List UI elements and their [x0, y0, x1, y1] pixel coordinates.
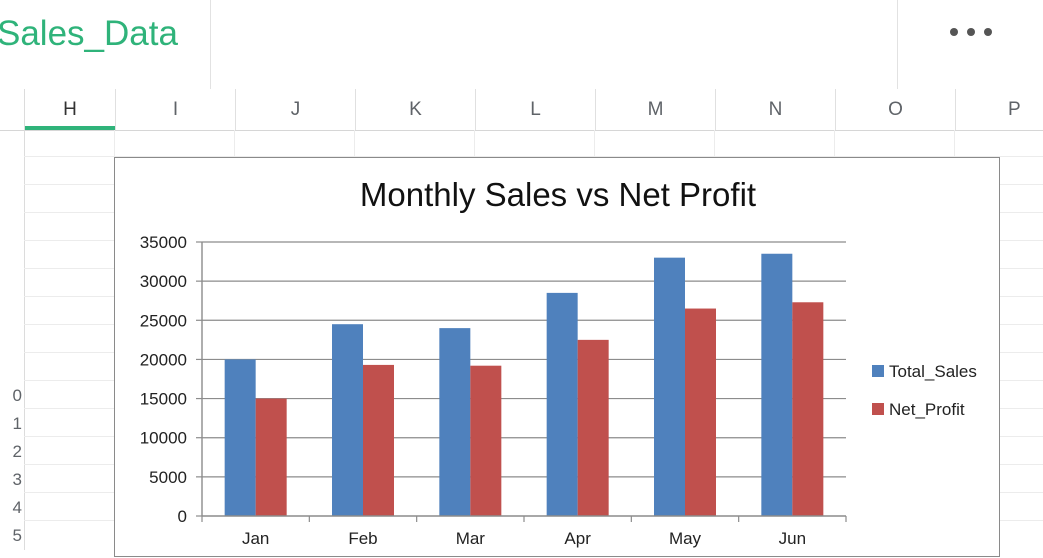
column-header-i[interactable]: I: [115, 89, 235, 130]
y-tick-label: 25000: [140, 311, 187, 330]
bar-net-profit: [792, 302, 824, 516]
embedded-chart[interactable]: Monthly Sales vs Net Profit 35000 30000 25…: [114, 157, 1000, 557]
bar-total-sales: [224, 359, 256, 516]
bar-total-sales: [439, 328, 471, 516]
column-header-n[interactable]: N: [715, 89, 835, 130]
column-header-m[interactable]: M: [595, 89, 715, 130]
header-divider: [897, 0, 898, 89]
legend-label: Total_Sales: [889, 362, 977, 381]
y-tick-label: 35000: [140, 233, 187, 252]
bar-total-sales: [761, 253, 793, 516]
chart-gridlines: [196, 241, 846, 517]
x-tick-label: Jun: [779, 529, 806, 548]
sheet-header-bar: Sales_Data: [0, 0, 1043, 90]
bar-total-sales: [332, 324, 363, 516]
x-tick-label: Mar: [456, 529, 486, 548]
chart-legend: Total_Sales Net_Profit: [872, 362, 977, 419]
bar-net-profit: [363, 364, 394, 516]
more-options-button[interactable]: [936, 18, 1006, 46]
column-header-l[interactable]: L: [475, 89, 595, 130]
bar-net-profit: [577, 339, 609, 516]
x-tick-label: Jan: [242, 529, 269, 548]
chart-title: Monthly Sales vs Net Profit: [360, 176, 756, 213]
header-divider: [210, 0, 211, 89]
row-number[interactable]: 3: [12, 470, 22, 489]
y-tick-label: 15000: [140, 390, 187, 409]
more-horizontal-icon: [950, 28, 992, 36]
column-header-o[interactable]: O: [835, 89, 955, 130]
y-tick-label: 10000: [140, 429, 187, 448]
chart-axes: 35000 30000 25000 20000 15000 10000 5000 0 Jan Fe…: [140, 233, 847, 548]
bar-net-profit: [255, 398, 287, 516]
legend-swatch: [872, 403, 884, 415]
y-tick-label: 5000: [149, 468, 187, 487]
chart-bars: [224, 253, 824, 516]
x-tick-label: Apr: [564, 529, 591, 548]
y-tick-label: 0: [178, 507, 187, 526]
row-number[interactable]: 4: [12, 498, 22, 517]
x-tick-label: Feb: [348, 529, 377, 548]
bar-total-sales: [546, 292, 578, 516]
row-number[interactable]: 5: [12, 526, 22, 545]
bar-net-profit: [685, 308, 716, 516]
x-tick-label: May: [669, 529, 702, 548]
row-number[interactable]: 0: [12, 386, 22, 405]
column-header-h[interactable]: H: [24, 89, 115, 130]
row-number[interactable]: 2: [12, 442, 22, 461]
row-number[interactable]: 1: [12, 414, 22, 433]
bar-total-sales: [654, 257, 685, 516]
column-header-row: H I J K L M N O P: [0, 89, 1043, 131]
y-tick-label: 30000: [140, 272, 187, 291]
column-header-p[interactable]: P: [955, 89, 1043, 130]
y-tick-label: 20000: [140, 350, 187, 369]
row-header-border: [24, 89, 25, 550]
sheet-title[interactable]: Sales_Data: [0, 14, 178, 53]
bar-chart: Monthly Sales vs Net Profit 35000 30000 25…: [140, 176, 977, 548]
column-header-j[interactable]: J: [235, 89, 355, 130]
bar-net-profit: [470, 365, 502, 516]
column-header-k[interactable]: K: [355, 89, 475, 130]
legend-swatch: [872, 365, 884, 377]
legend-label: Net_Profit: [889, 400, 965, 419]
